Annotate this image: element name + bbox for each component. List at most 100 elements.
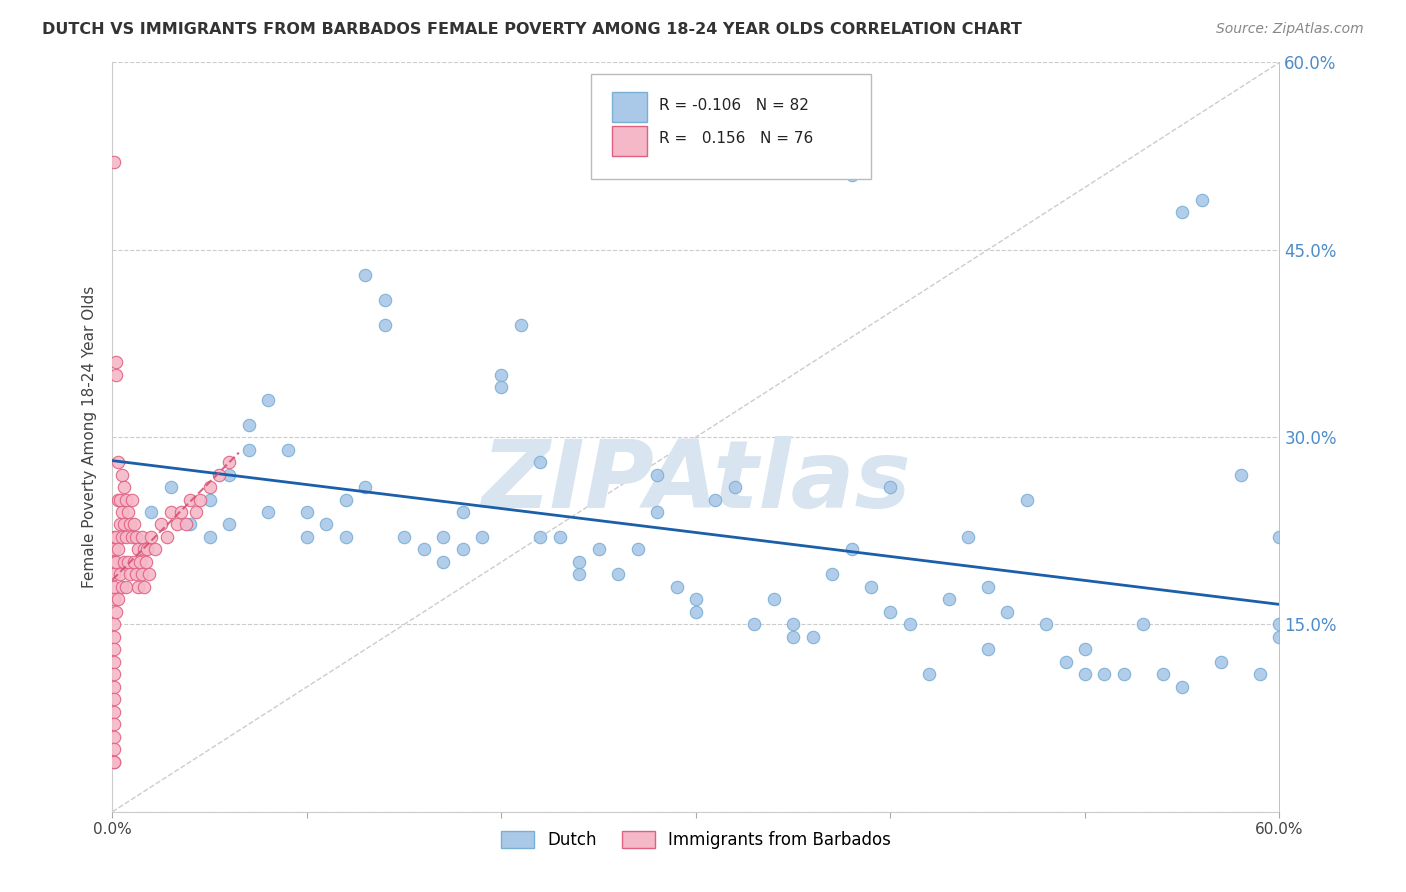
Point — [103, 530, 125, 544]
Point — [169, 505, 191, 519]
Point — [128, 555, 150, 569]
Point — [451, 505, 474, 519]
Point — [107, 542, 129, 557]
Point — [295, 505, 318, 519]
Point — [1268, 630, 1291, 644]
Point — [125, 567, 148, 582]
Point — [111, 580, 134, 594]
Point — [1229, 467, 1251, 482]
Point — [257, 392, 280, 407]
Point — [184, 505, 207, 519]
Point — [529, 530, 551, 544]
Point — [568, 567, 591, 582]
Point — [176, 517, 198, 532]
Point — [432, 555, 454, 569]
Point — [160, 505, 183, 519]
Point — [110, 492, 132, 507]
Point — [1249, 667, 1271, 681]
Point — [156, 530, 179, 544]
Point — [132, 542, 155, 557]
Point — [132, 580, 155, 594]
Point — [141, 530, 163, 544]
Point — [879, 480, 901, 494]
Point — [841, 168, 863, 182]
Point — [860, 580, 883, 594]
Point — [125, 530, 148, 544]
Point — [198, 530, 221, 544]
FancyBboxPatch shape — [612, 93, 647, 122]
Point — [105, 355, 128, 369]
Point — [138, 567, 160, 582]
Text: R = -0.106   N = 82: R = -0.106 N = 82 — [658, 97, 808, 112]
Point — [110, 517, 132, 532]
Point — [112, 517, 135, 532]
Point — [131, 530, 153, 544]
Point — [118, 517, 141, 532]
Point — [179, 517, 201, 532]
Point — [160, 480, 183, 494]
Point — [354, 480, 377, 494]
Point — [394, 530, 416, 544]
Text: R =   0.156   N = 76: R = 0.156 N = 76 — [658, 131, 813, 146]
Point — [1268, 530, 1291, 544]
Point — [135, 555, 157, 569]
Point — [111, 467, 134, 482]
Point — [957, 530, 980, 544]
Point — [509, 318, 531, 332]
Point — [1132, 617, 1154, 632]
Point — [898, 617, 921, 632]
Legend: Dutch, Immigrants from Barbados: Dutch, Immigrants from Barbados — [494, 824, 898, 855]
Point — [110, 567, 132, 582]
FancyBboxPatch shape — [591, 74, 870, 178]
Point — [105, 368, 128, 382]
Point — [374, 293, 396, 307]
Point — [122, 517, 145, 532]
Point — [1054, 655, 1077, 669]
Point — [1268, 617, 1291, 632]
Point — [112, 555, 135, 569]
Point — [588, 542, 610, 557]
Point — [143, 542, 166, 557]
Point — [257, 505, 280, 519]
Point — [918, 667, 941, 681]
Point — [218, 455, 240, 469]
Point — [115, 530, 138, 544]
Point — [685, 592, 707, 607]
Point — [801, 630, 824, 644]
Point — [107, 455, 129, 469]
Point — [1209, 655, 1232, 669]
Point — [1074, 667, 1097, 681]
Point — [103, 555, 125, 569]
Point — [121, 530, 143, 544]
Point — [782, 630, 804, 644]
Point — [103, 667, 125, 681]
Point — [471, 530, 494, 544]
Point — [103, 730, 125, 744]
Point — [724, 480, 747, 494]
Point — [685, 605, 707, 619]
Point — [103, 755, 125, 769]
Point — [1112, 667, 1135, 681]
Point — [841, 542, 863, 557]
Point — [112, 480, 135, 494]
Point — [432, 530, 454, 544]
Point — [141, 505, 163, 519]
Point — [105, 530, 128, 544]
Point — [131, 567, 153, 582]
Point — [150, 517, 173, 532]
Point — [1171, 205, 1194, 219]
Text: Source: ZipAtlas.com: Source: ZipAtlas.com — [1216, 22, 1364, 37]
Point — [103, 680, 125, 694]
Point — [744, 617, 766, 632]
Point — [127, 542, 149, 557]
Point — [103, 655, 125, 669]
Point — [198, 492, 221, 507]
Point — [665, 580, 688, 594]
Point — [335, 492, 357, 507]
Point — [548, 530, 571, 544]
Point — [121, 492, 143, 507]
Point — [103, 705, 125, 719]
Point — [103, 155, 125, 169]
Text: DUTCH VS IMMIGRANTS FROM BARBADOS FEMALE POVERTY AMONG 18-24 YEAR OLDS CORRELATI: DUTCH VS IMMIGRANTS FROM BARBADOS FEMALE… — [42, 22, 1022, 37]
Point — [188, 492, 211, 507]
